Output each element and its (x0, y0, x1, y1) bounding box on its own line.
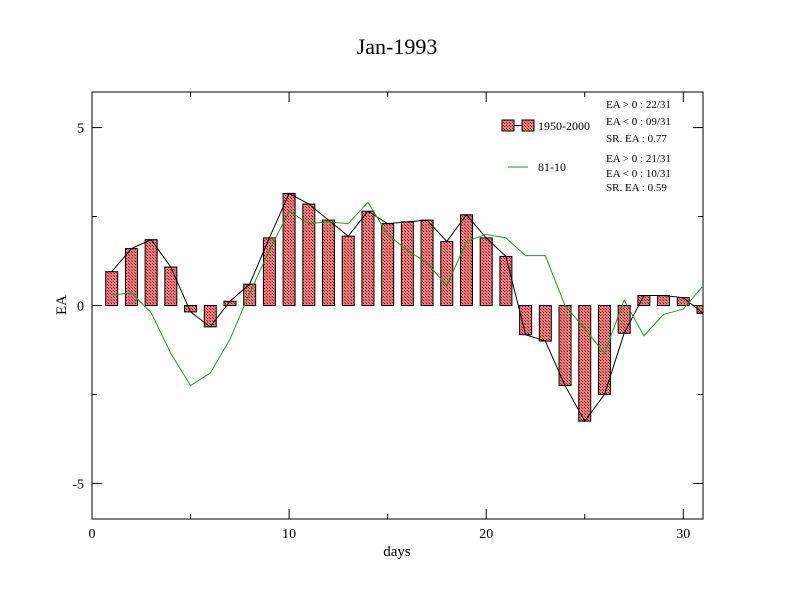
stats-1-positive: EA > 0 : 22/31 (606, 99, 671, 111)
x-tick-label: 30 (676, 527, 690, 542)
bar-day-10 (282, 192, 296, 307)
bar-day-23 (538, 305, 552, 342)
bar-day-27 (617, 305, 631, 334)
bar-day-29 (657, 295, 671, 306)
x-axis-title: days (383, 544, 411, 560)
bar-day-11 (302, 203, 316, 306)
legend-label-81-10: 81-10 (538, 160, 566, 174)
y-tick-label: 5 (77, 122, 84, 137)
lines-layer (111, 192, 704, 423)
bar-day-16 (400, 221, 414, 306)
stats-1-negative: EA < 0 : 09/31 (606, 116, 671, 128)
bar-day-3 (144, 239, 158, 307)
axes-layer: 0 10 20 30 -5 0 5 (72, 92, 703, 542)
bar-day-22 (519, 305, 533, 336)
x-tick-label: 10 (282, 527, 296, 542)
y-axis-title: EA (54, 295, 70, 315)
bar-day-21 (499, 255, 513, 306)
legend-swatch-bar-2 (521, 119, 535, 132)
bar-day-19 (459, 214, 473, 306)
legend: 1950-2000 81-10 EA > 0 : 22/31 EA < 0 : … (501, 99, 671, 194)
bars-layer (105, 192, 704, 422)
bar-day-13 (341, 235, 355, 306)
x-tick-label: 20 (479, 527, 493, 542)
bar-day-12 (322, 219, 336, 307)
stats-2-positive: EA > 0 : 21/31 (606, 153, 671, 165)
bar-day-1 (105, 271, 119, 306)
y-tick-label: -5 (72, 477, 84, 492)
bar-day-25 (578, 305, 592, 422)
legend-label-1950-2000: 1950-2000 (538, 119, 590, 133)
stats-1-sr: SR. EA : 0.77 (606, 133, 667, 145)
bar-day-4 (164, 266, 178, 307)
bar-day-18 (440, 240, 454, 306)
bar-day-20 (479, 237, 493, 306)
series-line-81-10 (111, 201, 704, 387)
bar-day-14 (361, 210, 375, 306)
stats-2-negative: EA < 0 : 10/31 (606, 168, 671, 180)
y-tick-label: 0 (77, 300, 84, 315)
series-line-1950-2000 (111, 192, 704, 423)
bar-day-15 (381, 223, 395, 307)
stats-2-sr: SR. EA : 0.59 (606, 182, 667, 194)
x-tick-label: 0 (89, 527, 96, 542)
legend-swatch-bar (501, 119, 515, 132)
chart-title: Jan-1993 (357, 34, 438, 59)
bar-day-24 (558, 305, 572, 387)
